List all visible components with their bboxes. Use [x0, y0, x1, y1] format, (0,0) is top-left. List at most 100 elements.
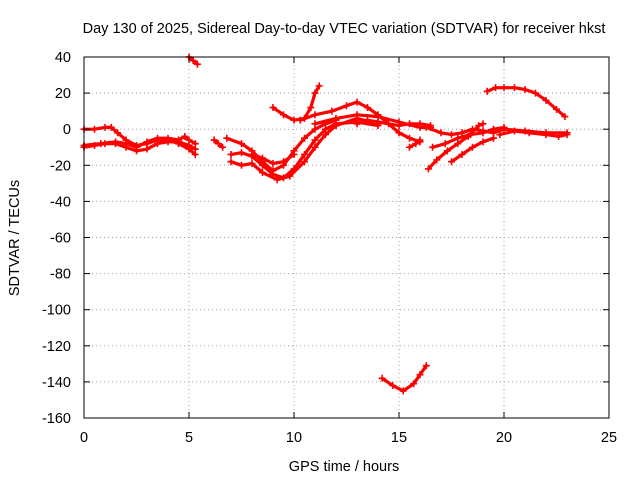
data-point: [490, 134, 497, 142]
series-arc-17: [424, 120, 487, 173]
data-point: [511, 127, 518, 135]
series-arc-3: [80, 132, 199, 151]
data-point: [143, 145, 151, 153]
data-point: [259, 161, 266, 169]
y-axis-label: SDTVAR / TECUs: [7, 180, 23, 296]
x-tick-label: 5: [185, 430, 193, 446]
series-arc-18: [429, 123, 508, 151]
axis-ticks: 0 5 10 15 20 25 40 20 0 -20 -40 -60 -80 -100 -120 -140 -…: [42, 50, 617, 446]
data-point: [286, 172, 294, 180]
series-curve: [380, 364, 428, 393]
data-point: [143, 138, 151, 146]
data-point: [353, 120, 361, 128]
x-tick-label: 0: [80, 430, 88, 446]
data-point: [210, 136, 218, 144]
data-point: [364, 104, 371, 112]
data-point: [395, 122, 403, 130]
data-point: [273, 176, 281, 184]
data-point: [466, 131, 474, 139]
data-point: [406, 120, 413, 128]
x-axis-label: GPS time / hours: [289, 459, 399, 475]
data-point: [227, 150, 235, 158]
data-point: [307, 104, 315, 112]
data-point: [490, 125, 497, 133]
data-point: [496, 131, 504, 139]
data-point: [458, 150, 466, 158]
y-tick-label: 40: [55, 50, 71, 66]
data-point: [555, 132, 563, 140]
data-point: [238, 149, 245, 157]
data-point: [311, 136, 319, 144]
data-point: [280, 111, 287, 119]
data-point: [290, 116, 298, 124]
y-tick-label: 20: [55, 86, 71, 102]
data-point: [353, 111, 361, 119]
data-point: [181, 132, 189, 140]
data-point: [290, 150, 298, 158]
series-arc-11: [296, 98, 424, 146]
data-point: [311, 111, 319, 119]
data-point: [429, 143, 437, 151]
x-tick-label: 20: [496, 430, 512, 446]
data-point: [269, 159, 277, 167]
data-point: [238, 161, 245, 169]
data-point: [133, 143, 140, 151]
data-point: [296, 116, 304, 124]
data-point: [311, 120, 319, 128]
series-arc-15: [406, 136, 424, 151]
data-point: [410, 380, 418, 388]
data-point: [248, 150, 256, 158]
data-point: [433, 156, 441, 164]
data-point: [479, 138, 487, 146]
data-point: [97, 140, 105, 148]
data-point: [416, 371, 424, 379]
data-point: [422, 362, 430, 370]
series-arc-14: [378, 362, 430, 395]
data-point: [332, 122, 340, 130]
series-arc-20: [483, 84, 569, 121]
data-point: [532, 89, 539, 97]
data-point: [112, 138, 119, 146]
data-point: [448, 131, 455, 139]
data-point: [219, 143, 227, 151]
data-point: [500, 84, 508, 92]
data-point: [154, 134, 161, 142]
data-point: [164, 134, 172, 142]
data-point: [542, 131, 550, 139]
data-point: [511, 84, 518, 92]
data-point: [315, 82, 323, 90]
data-point: [399, 387, 407, 395]
data-point: [185, 136, 193, 144]
series-arc-21: [496, 127, 571, 140]
data-point: [269, 104, 277, 112]
data-point: [448, 158, 455, 166]
series-arc-5: [210, 136, 227, 151]
data-point: [458, 129, 466, 137]
chart-title: Day 130 of 2025, Sidereal Day-to-day VTE…: [83, 21, 606, 37]
data-point: [191, 140, 199, 148]
data-point: [416, 136, 424, 144]
data-point: [422, 123, 430, 131]
y-tick-label: -140: [42, 375, 71, 391]
data-point: [259, 169, 266, 177]
data-point: [525, 129, 533, 137]
data-point: [374, 118, 382, 126]
y-tick-label: 0: [63, 122, 71, 138]
y-tick-label: -100: [42, 303, 71, 319]
data-point: [454, 134, 462, 142]
y-tick-label: -40: [50, 194, 71, 210]
y-tick-label: -120: [42, 339, 71, 355]
data-point: [227, 158, 235, 166]
data-point: [416, 120, 424, 128]
data-point: [122, 140, 130, 148]
data-point: [311, 89, 319, 97]
data-point: [301, 150, 308, 158]
data-point: [332, 114, 340, 122]
series-arc-9: [248, 150, 298, 167]
data-point: [469, 143, 476, 151]
data-point: [561, 113, 569, 121]
data-point: [542, 96, 550, 104]
data-point: [424, 165, 432, 173]
data-point: [483, 87, 491, 95]
